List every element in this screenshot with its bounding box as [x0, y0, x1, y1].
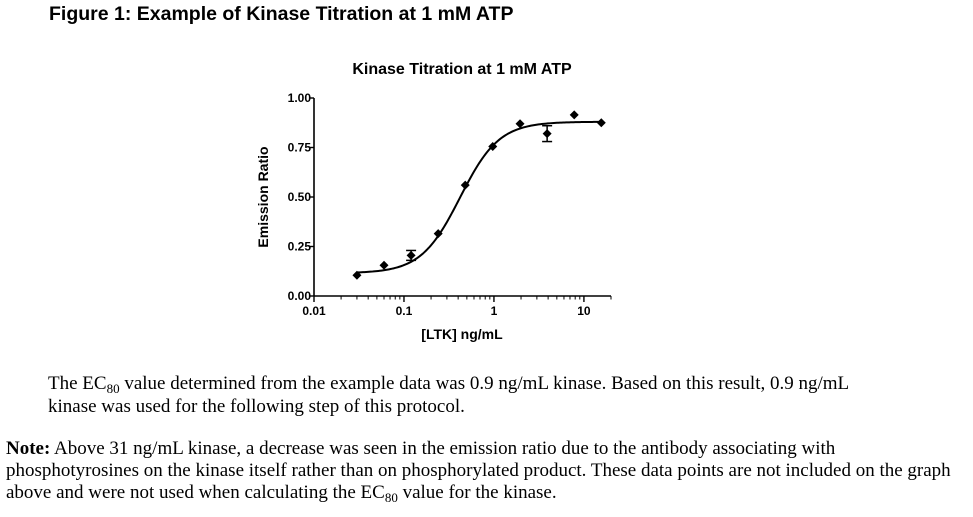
x-axis-label: [LTK] ng/mL — [421, 326, 503, 342]
note-subscript: 80 — [384, 490, 398, 505]
para1-text-end: value determined from the example data w… — [48, 373, 849, 417]
figure-title: Figure 1: Example of Kinase Titration at… — [49, 3, 514, 25]
data-point — [379, 260, 389, 270]
y-tick-label: 0.25 — [288, 240, 312, 254]
data-point — [460, 180, 470, 190]
data-point — [569, 110, 579, 120]
x-tick-label: 10 — [577, 304, 591, 318]
y-axis-label: Emission Ratio — [255, 146, 271, 247]
note-paragraph: Note: Above 31 ng/mL kinase, a decrease … — [6, 438, 971, 505]
x-tick-label: 0.1 — [396, 304, 413, 318]
data-point — [406, 250, 416, 260]
chart-axes — [313, 98, 611, 297]
data-points — [352, 110, 606, 280]
y-tick-label: 0.00 — [288, 289, 312, 303]
note-label: Note: — [6, 438, 51, 459]
x-axis-ticks: 0.01 0.1 1 10 — [302, 296, 612, 318]
y-tick-label: 0.50 — [288, 190, 312, 204]
para1-subscript: 80 — [106, 381, 120, 396]
note-text-start: Above 31 ng/mL kinase, a decrease was se… — [6, 438, 951, 503]
fit-curve — [356, 120, 602, 274]
x-tick-label: 1 — [491, 304, 498, 318]
data-point — [488, 142, 498, 152]
para1-text-start: The EC — [48, 373, 107, 394]
x-tick-label: 0.01 — [302, 304, 326, 318]
chart-title: Kinase Titration at 1 mM ATP — [352, 61, 572, 78]
y-tick-label: 0.75 — [288, 141, 312, 155]
kinase-titration-chart: Kinase Titration at 1 mM ATP Emission Ra… — [255, 61, 612, 342]
y-axis-ticks: 0.00 0.25 0.50 0.75 1.00 — [288, 91, 314, 303]
note-text-end: value for the kinase. — [397, 482, 557, 503]
data-point — [433, 229, 443, 239]
fit-curve-group — [356, 120, 602, 274]
data-point — [352, 270, 362, 280]
data-point — [596, 118, 606, 128]
data-point — [515, 119, 525, 129]
y-tick-label: 1.00 — [288, 91, 312, 105]
ec80-result-paragraph: The EC80 value determined from the examp… — [48, 373, 878, 418]
data-point — [542, 129, 552, 139]
